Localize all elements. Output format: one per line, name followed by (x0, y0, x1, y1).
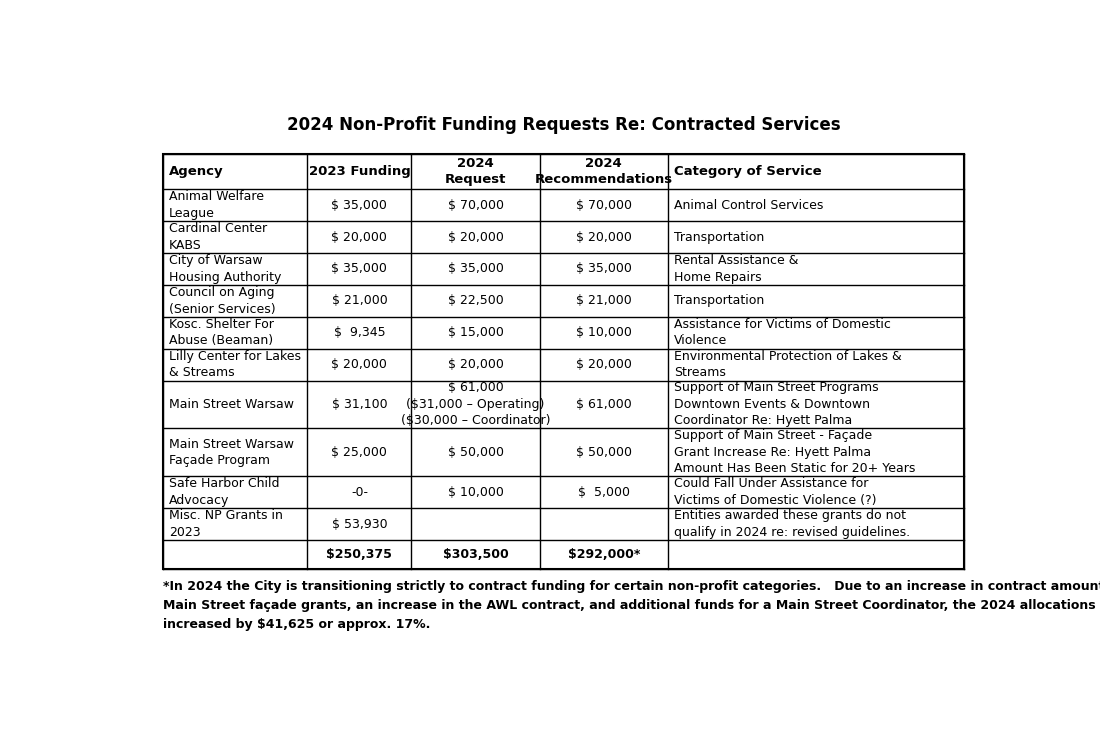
Text: Category of Service: Category of Service (674, 165, 822, 178)
Text: Rental Assistance &
Home Repairs: Rental Assistance & Home Repairs (674, 255, 799, 284)
Text: Support of Main Street Programs
Downtown Events & Downtown
Coordinator Re: Hyett: Support of Main Street Programs Downtown… (674, 382, 879, 428)
Text: $ 20,000: $ 20,000 (448, 230, 504, 243)
Text: Could Fall Under Assistance for
Victims of Domestic Violence (?): Could Fall Under Assistance for Victims … (674, 477, 877, 507)
Text: 2023 Funding: 2023 Funding (308, 165, 410, 178)
Text: $ 61,000
($31,000 – Operating)
($30,000 – Coordinator): $ 61,000 ($31,000 – Operating) ($30,000 … (400, 382, 550, 428)
Text: $ 35,000: $ 35,000 (448, 263, 504, 276)
Text: $ 22,500: $ 22,500 (448, 294, 504, 307)
Text: $ 21,000: $ 21,000 (331, 294, 387, 307)
Text: $292,000*: $292,000* (568, 548, 640, 561)
Text: Kosc. Shelter For
Abuse (Beaman): Kosc. Shelter For Abuse (Beaman) (169, 318, 274, 347)
Bar (163, 154, 965, 569)
Text: Council on Aging
(Senior Services): Council on Aging (Senior Services) (169, 286, 276, 316)
Text: City of Warsaw
Housing Authority: City of Warsaw Housing Authority (169, 255, 282, 284)
Text: Entities awarded these grants do not
qualify in 2024 re: revised guidelines.: Entities awarded these grants do not qua… (674, 509, 910, 539)
Text: Agency: Agency (169, 165, 223, 178)
Text: $250,375: $250,375 (327, 548, 393, 561)
Text: $ 35,000: $ 35,000 (331, 263, 387, 276)
Text: $ 20,000: $ 20,000 (331, 230, 387, 243)
Text: $ 61,000: $ 61,000 (576, 398, 631, 411)
Text: Transportation: Transportation (674, 230, 764, 243)
Text: $303,500: $303,500 (442, 548, 508, 561)
Text: $ 21,000: $ 21,000 (576, 294, 631, 307)
Text: Support of Main Street - Façade
Grant Increase Re: Hyett Palma
Amount Has Been S: Support of Main Street - Façade Grant In… (674, 429, 915, 475)
Text: $ 10,000: $ 10,000 (448, 486, 504, 498)
Text: $  9,345: $ 9,345 (333, 326, 385, 339)
Text: $ 70,000: $ 70,000 (448, 199, 504, 212)
Text: 2024
Request: 2024 Request (444, 157, 506, 187)
Text: *In 2024 the City is transitioning strictly to contract funding for certain non-: *In 2024 the City is transitioning stric… (163, 581, 1100, 631)
Text: Assistance for Victims of Domestic
Violence: Assistance for Victims of Domestic Viole… (674, 318, 891, 347)
Text: $ 20,000: $ 20,000 (448, 358, 504, 371)
Text: Lilly Center for Lakes
& Streams: Lilly Center for Lakes & Streams (169, 350, 301, 380)
Text: $ 20,000: $ 20,000 (576, 230, 631, 243)
Text: Main Street Warsaw
Façade Program: Main Street Warsaw Façade Program (169, 437, 294, 467)
Text: Transportation: Transportation (674, 294, 764, 307)
Text: Safe Harbor Child
Advocacy: Safe Harbor Child Advocacy (169, 477, 279, 507)
Text: $ 15,000: $ 15,000 (448, 326, 504, 339)
Text: $  5,000: $ 5,000 (578, 486, 630, 498)
Text: $ 20,000: $ 20,000 (331, 358, 387, 371)
Text: Animal Control Services: Animal Control Services (674, 199, 823, 212)
Text: $ 25,000: $ 25,000 (331, 446, 387, 459)
Text: $ 31,100: $ 31,100 (331, 398, 387, 411)
Text: Animal Welfare
League: Animal Welfare League (169, 191, 264, 220)
Text: $ 20,000: $ 20,000 (576, 358, 631, 371)
Text: -0-: -0- (351, 486, 367, 498)
Text: 2024 Non-Profit Funding Requests Re: Contracted Services: 2024 Non-Profit Funding Requests Re: Con… (287, 117, 840, 135)
Text: $ 53,930: $ 53,930 (331, 517, 387, 531)
Text: $ 70,000: $ 70,000 (575, 199, 631, 212)
Text: 2024
Recommendations: 2024 Recommendations (535, 157, 673, 187)
Text: $ 50,000: $ 50,000 (575, 446, 631, 459)
Text: $ 50,000: $ 50,000 (448, 446, 504, 459)
Text: $ 35,000: $ 35,000 (331, 199, 387, 212)
Text: Misc. NP Grants in
2023: Misc. NP Grants in 2023 (169, 509, 283, 539)
Text: Environmental Protection of Lakes &
Streams: Environmental Protection of Lakes & Stre… (674, 350, 902, 380)
Text: Main Street Warsaw: Main Street Warsaw (169, 398, 294, 411)
Text: $ 10,000: $ 10,000 (576, 326, 631, 339)
Text: Cardinal Center
KABS: Cardinal Center KABS (169, 222, 267, 252)
Text: $ 35,000: $ 35,000 (576, 263, 631, 276)
